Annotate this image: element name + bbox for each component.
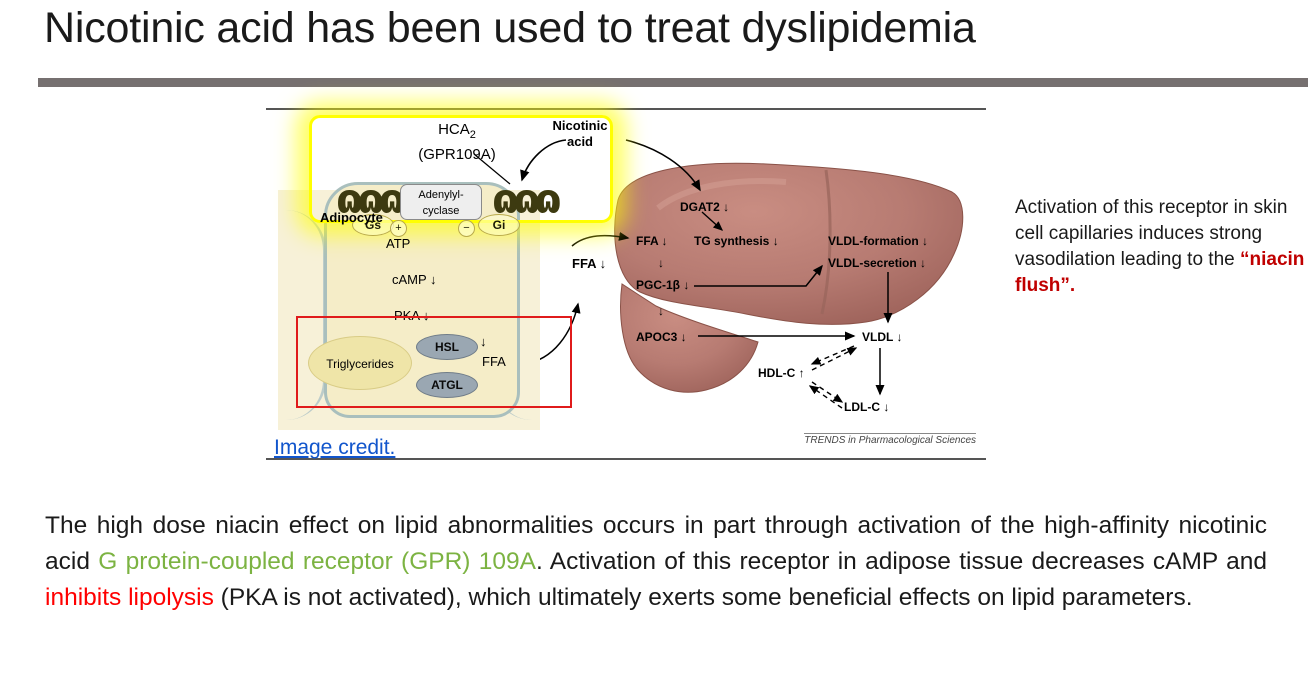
side-note-text: Activation of this receptor in skin cell…	[1015, 197, 1288, 270]
triglycerides-droplet: Triglycerides	[308, 336, 412, 390]
pgc1b-label: PGC-1β ↓	[636, 278, 690, 292]
vldl-label: VLDL ↓	[862, 330, 903, 344]
hdl-c-label: HDL-C ↑	[758, 366, 805, 380]
camp-label: cAMP ↓	[392, 272, 437, 287]
gpcr-receptor-left-icon: ɷɷɷ	[336, 177, 406, 223]
pathway-figure: HCA2 (GPR109A) Nicotinic acid ɷɷɷ ɷɷɷ Ad…	[266, 108, 986, 460]
pka-label: PKA ↓	[394, 308, 430, 323]
apoc3-label: APOC3 ↓	[636, 330, 687, 344]
hca2-name: HCA	[438, 121, 470, 138]
figure-bottom-border	[266, 458, 986, 460]
gpr109a-highlight: G protein-coupled receptor (GPR) 109A	[98, 548, 536, 575]
journal-credit: TRENDS in Pharmacological Sciences	[804, 433, 976, 446]
image-credit-link[interactable]: Image credit.	[274, 436, 396, 459]
hca2-alias: (GPR109A)	[418, 146, 496, 163]
pgc1b-down-arrow: ↓	[658, 304, 664, 318]
paragraph-segment-5: (PKA is not activated), which ultimately…	[213, 584, 1193, 611]
liver-ffa-label: FFA ↓	[636, 234, 668, 248]
page-title: Nicotinic acid has been used to treat dy…	[44, 4, 976, 52]
nicotinic-acid-line1: Nicotinic	[552, 118, 608, 133]
hca2-subscript: 2	[469, 129, 476, 141]
atgl-enzyme: ATGL	[416, 372, 478, 398]
gpcr-receptor-right-icon: ɷɷɷ	[492, 177, 562, 223]
figure-top-border	[266, 108, 986, 110]
body-paragraph: The high dose niacin effect on lipid abn…	[45, 508, 1267, 616]
adenylyl-cyclase-box: Adenylyl- cyclase	[400, 184, 482, 220]
vldl-formation-label: VLDL-formation ↓	[828, 234, 928, 248]
hca2-receptor-label: HCA2 (GPR109A)	[402, 120, 512, 164]
lipolysis-highlight-box	[296, 316, 572, 408]
side-note: Activation of this receptor in skin cell…	[1015, 195, 1308, 299]
adipocyte-label: Adipocyte	[320, 210, 383, 225]
nicotinic-acid-line2: acid	[566, 134, 593, 149]
ldl-c-label: LDL-C ↓	[844, 400, 890, 414]
ffa-down-arrow: ↓	[658, 256, 664, 270]
title-divider-rule	[38, 78, 1308, 87]
dgat2-label: DGAT2 ↓	[680, 200, 730, 214]
g-protein-gs: Gs	[352, 214, 394, 236]
hsl-enzyme: HSL	[416, 334, 478, 360]
atp-label: ATP	[386, 236, 411, 251]
vldl-secretion-label: VLDL-secretion ↓	[828, 256, 927, 270]
nicotinic-acid-label: Nicotinic acid	[534, 118, 626, 150]
hsl-down-arrow: ↓	[480, 334, 487, 349]
paragraph-segment-1: The high dose niacin effect on lipid abn…	[45, 512, 1267, 575]
paragraph-segment-3: . Activation of this receptor in adipose…	[536, 548, 1267, 575]
adenylyl-cyclase-line1: Adenylyl-	[418, 189, 464, 201]
inhibitory-minus-sign: −	[458, 220, 475, 237]
niacin-flush-highlight: “niacin flush”.	[1015, 249, 1305, 296]
tg-synthesis-label: TG synthesis ↓	[694, 234, 779, 248]
ffa-released-label: FFA ↓	[572, 256, 607, 271]
inhibits-lipolysis-highlight: inhibits lipolysis	[45, 584, 214, 611]
ffa-intracellular-label: FFA	[482, 354, 506, 369]
g-protein-gi: Gi	[478, 214, 520, 236]
stimulatory-plus-sign: +	[390, 220, 407, 237]
adenylyl-cyclase-line2: cyclase	[422, 205, 460, 217]
